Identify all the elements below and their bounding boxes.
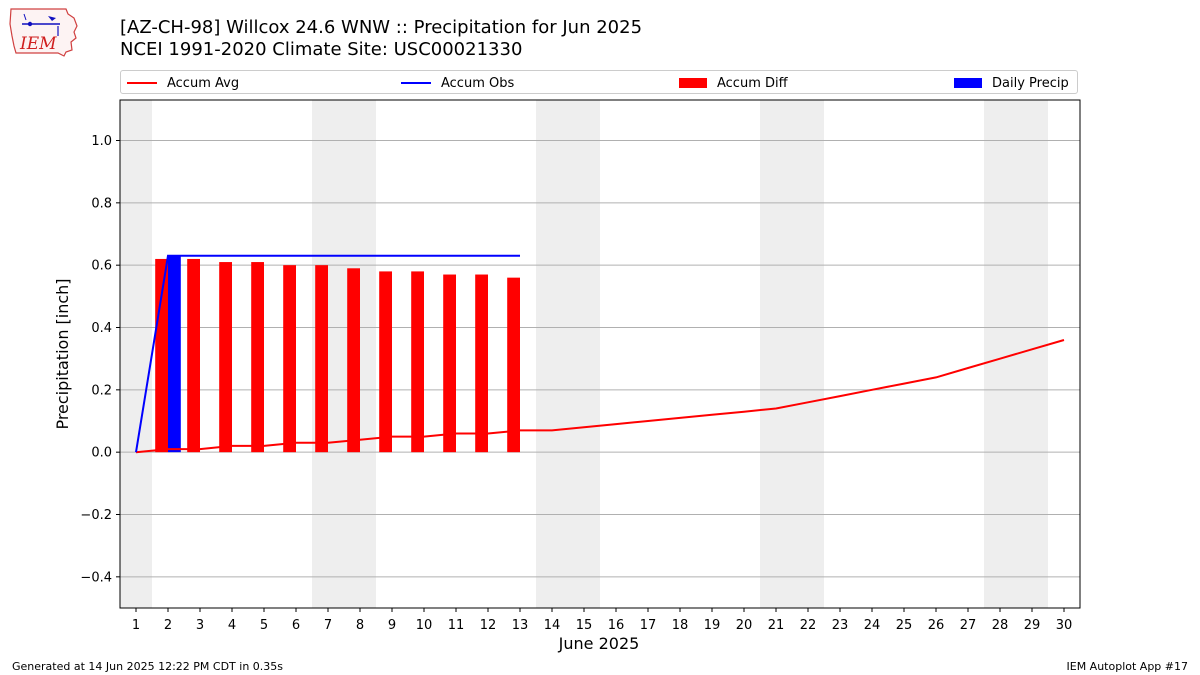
- x-axis-label: June 2025: [558, 634, 640, 653]
- bars: [155, 255, 520, 453]
- x-tick-label: 4: [228, 618, 236, 633]
- x-tick-label: 28: [992, 618, 1009, 633]
- y-tick-label: −0.2: [80, 508, 112, 523]
- x-tick-label: 3: [196, 618, 204, 633]
- weekend-band-22: [792, 100, 824, 608]
- bar-daily-precip-day-2: [168, 255, 181, 453]
- bar-accum-diff-day-10: [411, 271, 424, 453]
- x-tick-label: 17: [640, 618, 657, 633]
- weekend-band-15: [568, 100, 600, 608]
- bar-accum-diff-day-5: [251, 262, 264, 453]
- x-tick-label: 16: [608, 618, 625, 633]
- logo-text: IEM: [20, 34, 57, 54]
- chart-title: [AZ-CH-98] Willcox 24.6 WNW :: Precipita…: [120, 17, 643, 38]
- legend-label-accum-avg: Accum Avg: [167, 75, 240, 91]
- x-tick-label: 21: [768, 618, 785, 633]
- legend-swatch-accum-obs: [401, 82, 431, 84]
- bar-accum-diff-day-4: [219, 262, 232, 453]
- legend-item-accum-avg: Accum Avg: [127, 74, 239, 92]
- bar-accum-diff-day-13: [507, 277, 520, 453]
- bar-accum-diff-day-2: [155, 258, 168, 453]
- y-tick-label: 0.4: [91, 321, 112, 336]
- x-tick-label: 6: [292, 618, 300, 633]
- x-tick-label: 14: [544, 618, 561, 633]
- x-tick-label: 12: [480, 618, 497, 633]
- footer-app: IEM Autoplot App #17: [1066, 660, 1189, 673]
- x-tick-label: 13: [512, 618, 529, 633]
- legend-item-daily-precip: Daily Precip: [954, 74, 1069, 92]
- footer-generated: Generated at 14 Jun 2025 12:22 PM CDT in…: [12, 660, 284, 673]
- bar-accum-diff-day-11: [443, 274, 456, 453]
- legend-label-accum-diff: Accum Diff: [717, 75, 788, 91]
- x-tick-label: 19: [704, 618, 721, 633]
- legend-label-accum-obs: Accum Obs: [441, 75, 515, 91]
- x-tick-label: 18: [672, 618, 689, 633]
- bar-accum-diff-day-12: [475, 274, 488, 453]
- y-tick-label: 0.2: [91, 383, 112, 398]
- x-tick-label: 20: [736, 618, 753, 633]
- weekend-band-14: [536, 100, 568, 608]
- bar-accum-diff-day-7: [315, 265, 328, 453]
- x-tick-label: 2: [164, 618, 172, 633]
- bar-accum-diff-day-3: [187, 258, 200, 453]
- line-accum-avg: [135, 339, 1065, 454]
- x-tick-label: 29: [1024, 618, 1041, 633]
- x-tick-label: 15: [576, 618, 593, 633]
- bar-accum-diff-day-6: [283, 265, 296, 453]
- iem-logo: IEM: [8, 6, 80, 58]
- x-tick-label: 27: [960, 618, 977, 633]
- legend-item-accum-diff: Accum Diff: [679, 74, 788, 92]
- x-tick-label: 23: [832, 618, 849, 633]
- weekend-band-29: [1016, 100, 1048, 608]
- x-tick-label: 10: [416, 618, 433, 633]
- weekend-band-28: [984, 100, 1016, 608]
- x-tick-label: 11: [448, 618, 465, 633]
- x-tick-label: 26: [928, 618, 945, 633]
- x-tick-label: 24: [864, 618, 881, 633]
- y-axis-label: Precipitation [inch]: [53, 278, 72, 429]
- legend-swatch-accum-avg: [127, 82, 157, 84]
- gridlines: [120, 140, 1080, 578]
- y-tick-label: 0.0: [91, 446, 112, 461]
- x-axis-ticks: 1 2 3 4 5 6 7 8 9 10 11 12 13 14 15 16 17 18 19 20 21 22 23 24 2…: [132, 608, 1072, 633]
- y-axis-ticks: −0.4 −0.2 0.0 0.2 0.4 0.6 0.8 1.0: [80, 134, 120, 585]
- x-tick-label: 30: [1056, 618, 1073, 633]
- x-tick-label: 1: [132, 618, 140, 633]
- x-tick-label: 22: [800, 618, 817, 633]
- y-tick-label: −0.4: [80, 570, 112, 585]
- lines: [135, 254, 1065, 454]
- bar-accum-diff-day-9: [379, 271, 392, 453]
- x-tick-label: 9: [388, 618, 396, 633]
- x-tick-label: 25: [896, 618, 913, 633]
- iem-logo-graphic: [9, 8, 78, 57]
- line-accum-obs: [135, 254, 520, 453]
- chart-subtitle: NCEI 1991-2020 Climate Site: USC00021330: [120, 39, 523, 60]
- y-tick-label: 0.6: [91, 259, 112, 274]
- bar-accum-diff-day-8: [347, 268, 360, 453]
- weekend-band-21: [760, 100, 792, 608]
- weekend-band-1: [120, 100, 152, 608]
- legend: Accum Avg Accum Obs Accum Diff Daily Pre…: [120, 70, 1078, 94]
- x-tick-label: 5: [260, 618, 268, 633]
- y-tick-label: 0.8: [91, 196, 112, 211]
- legend-label-daily-precip: Daily Precip: [992, 75, 1069, 91]
- legend-item-accum-obs: Accum Obs: [401, 74, 514, 92]
- x-tick-label: 8: [356, 618, 364, 633]
- y-tick-label: 1.0: [91, 134, 112, 149]
- legend-swatch-accum-diff: [679, 78, 707, 88]
- legend-swatch-daily-precip: [954, 78, 982, 88]
- x-tick-label: 7: [324, 618, 332, 633]
- plot-frame: [119, 99, 1081, 609]
